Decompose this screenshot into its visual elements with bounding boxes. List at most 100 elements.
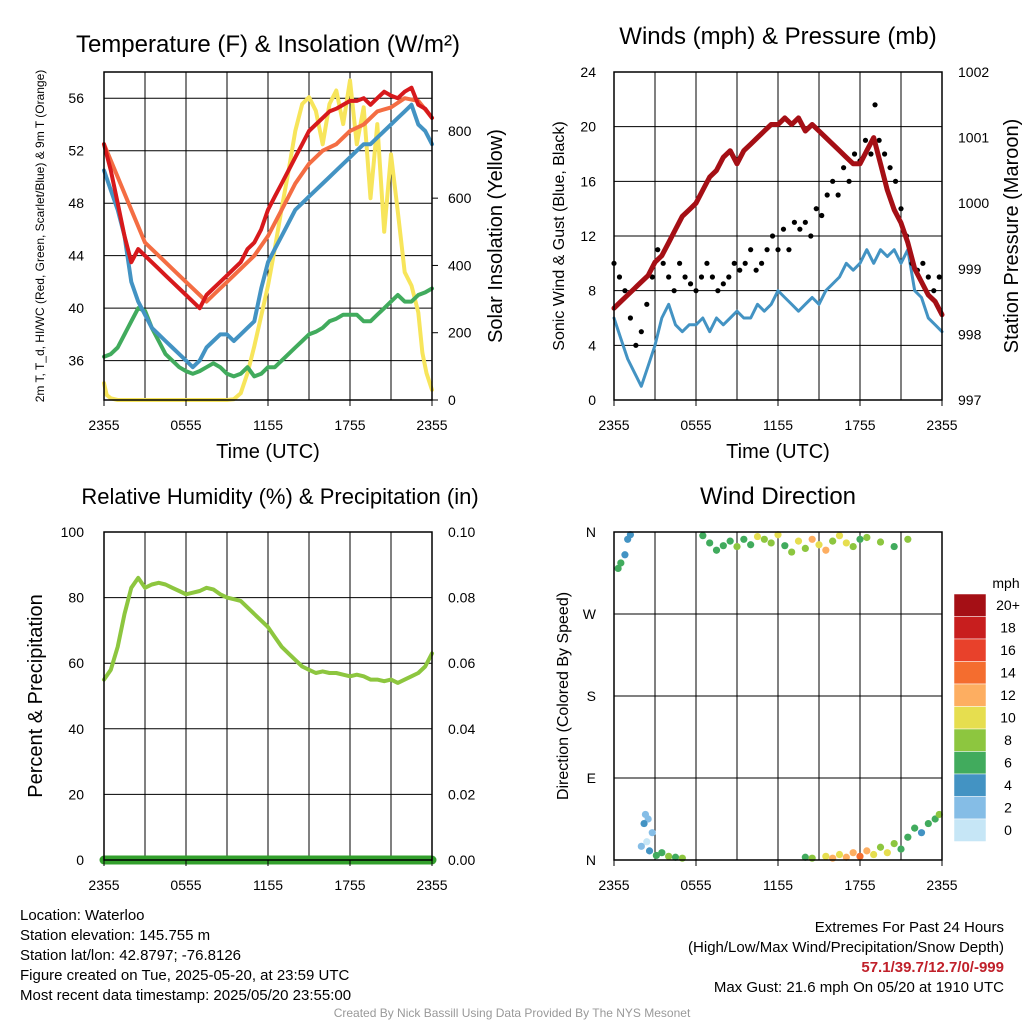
gust-point <box>786 247 792 253</box>
colorbar-label: 8 <box>1004 732 1012 748</box>
direction-point <box>924 819 932 828</box>
x-tick-label: 2355 <box>598 417 629 433</box>
direction-point <box>637 842 645 850</box>
colorbar-swatch <box>953 773 987 797</box>
gust-point <box>622 288 628 294</box>
gust-point <box>737 267 743 273</box>
colorbar-swatch <box>953 616 987 640</box>
gust-point <box>862 137 869 143</box>
y-tick-label: 36 <box>68 353 84 369</box>
gust-point <box>876 137 882 143</box>
station-elevation: Station elevation: 145.755 m <box>20 927 211 944</box>
colorbar-label: 12 <box>1000 687 1016 703</box>
y2-tick-label: 0.02 <box>448 786 475 802</box>
x-tick-label: 2355 <box>926 877 957 893</box>
direction-point <box>801 853 809 861</box>
chart-title: Winds (mph) & Pressure (mb) <box>619 23 936 50</box>
direction-point <box>794 537 803 545</box>
gust-point <box>808 233 814 239</box>
y2-tick-label: 999 <box>958 261 982 277</box>
gust-point <box>627 315 634 321</box>
direction-point <box>706 539 714 547</box>
y2-tick-label: 200 <box>448 325 472 341</box>
colorbar-label: 0 <box>1004 822 1012 838</box>
x-tick-label: 1155 <box>763 877 793 893</box>
gust-point <box>898 206 904 212</box>
colorbar-swatch <box>953 818 987 842</box>
gust-point <box>682 274 688 280</box>
x-tick-label: 0555 <box>680 417 711 433</box>
gust-point <box>709 274 716 280</box>
y-tick-label: W <box>583 606 597 622</box>
direction-point <box>648 829 656 837</box>
direction-point <box>890 840 898 848</box>
gust-point <box>704 260 710 266</box>
gust-point <box>882 151 888 157</box>
direction-point <box>835 532 844 540</box>
y2-tick-label: 1000 <box>958 195 989 211</box>
extremes-subtitle: (High/Low/Max Wind/Precipitation/Snow De… <box>688 939 1004 956</box>
gust-point <box>802 219 808 225</box>
y-tick-label: 40 <box>68 300 84 316</box>
y-tick-label: 24 <box>580 64 596 80</box>
direction-point <box>856 535 864 543</box>
gust-point <box>813 206 819 212</box>
x-axis-label: Time (UTC) <box>726 441 830 463</box>
y2-tick-label: 0.08 <box>448 590 475 606</box>
gust-point <box>742 260 748 266</box>
y-tick-label: E <box>587 770 596 786</box>
gust-point <box>731 260 737 266</box>
y-tick-label: 16 <box>580 173 596 189</box>
y-tick-label: 52 <box>68 143 84 159</box>
x-tick-label: 2355 <box>598 877 629 893</box>
y-axis-label: Percent & Precipitation <box>25 594 47 797</box>
gust-point <box>726 274 732 280</box>
series-sonic-wind <box>612 248 944 388</box>
x-tick-label: 1755 <box>844 877 875 893</box>
y2-tick-label: 800 <box>448 123 472 139</box>
direction-point <box>863 847 871 855</box>
y-tick-label: N <box>586 852 596 868</box>
chart-title: Wind Direction <box>700 483 856 510</box>
gust-point <box>720 281 726 287</box>
panel-3 <box>103 532 433 860</box>
direction-point <box>726 537 734 545</box>
gust-point <box>846 178 852 184</box>
extremes-block: Extremes For Past 24 Hours (High/Low/Max… <box>688 918 1004 998</box>
direction-point <box>917 829 926 837</box>
series-station-pressure <box>611 115 945 318</box>
direction-point <box>617 559 625 567</box>
direction-point <box>658 849 666 857</box>
direction-point <box>767 539 775 547</box>
direction-point <box>897 845 905 853</box>
direction-point <box>876 843 885 851</box>
direction-point <box>842 539 850 547</box>
gust-point <box>925 274 931 280</box>
direction-point <box>822 852 830 860</box>
y-tick-label: 8 <box>588 283 596 299</box>
direction-point <box>652 851 660 860</box>
x-tick-label: 0555 <box>170 417 201 433</box>
colorbar-label: 16 <box>1000 642 1016 658</box>
x-tick-label: 0555 <box>170 877 201 893</box>
x-tick-label: 2355 <box>416 877 447 893</box>
x-tick-label: 2355 <box>416 417 447 433</box>
direction-point <box>870 850 878 859</box>
direction-point <box>712 546 721 554</box>
direction-point <box>808 535 816 543</box>
y-tick-label: 12 <box>580 228 596 244</box>
y-axis-label: Sonic Wind & Gust (Blue, Black) <box>551 121 568 350</box>
max-gust: Max Gust: 21.6 mph On 05/20 at 1910 UTC <box>713 979 1004 996</box>
gust-point <box>759 260 765 266</box>
gust-point <box>753 267 759 273</box>
gust-point <box>775 247 781 253</box>
credit-line: Created By Nick Bassill Using Data Provi… <box>333 1006 691 1020</box>
x-tick-label: 1155 <box>763 417 793 433</box>
colorbar-unit: mph <box>992 575 1019 591</box>
gust-point <box>633 342 639 348</box>
gust-point <box>830 178 836 184</box>
recent-timestamp: Most recent data timestamp: 2025/05/20 2… <box>20 987 352 1004</box>
chart-title: Temperature (F) & Insolation (W/m²) <box>76 31 460 58</box>
y2-tick-label: 0.00 <box>448 852 475 868</box>
gust-point <box>677 260 683 266</box>
